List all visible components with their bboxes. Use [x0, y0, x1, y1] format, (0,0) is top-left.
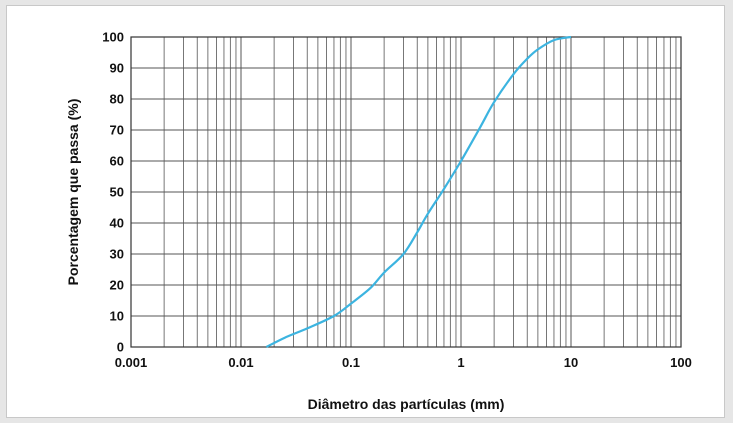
plot-frame: [130, 36, 682, 348]
x-tick-label: 100: [670, 355, 692, 370]
y-tick-label: 20: [110, 278, 124, 293]
chart-figure: 0 10 20 30 40 50 60 70 80 90 100 0.001 0.01 0.1 1 10 100…: [6, 5, 725, 418]
x-tick-label: 0.01: [228, 355, 253, 370]
grain-size-chart: 0 10 20 30 40 50 60 70 80 90 100 0.001 0.01 0.1 1 10 100…: [65, 30, 692, 413]
y-tick-label: 60: [110, 154, 124, 169]
y-tick-label: 80: [110, 92, 124, 107]
y-tick-label: 40: [110, 216, 124, 231]
y-tick-label: 90: [110, 61, 124, 76]
grain-size-curve: [265, 35, 572, 348]
x-tick-label: 0.1: [342, 355, 360, 370]
x-tick-label: 0.001: [115, 355, 148, 370]
y-tick-label: 50: [110, 185, 124, 200]
x-tick-label: 1: [457, 355, 464, 370]
y-axis-title: Porcentagem que passa (%): [65, 99, 81, 286]
x-axis-title: Diâmetro das partículas (mm): [308, 396, 505, 412]
y-tick-label: 10: [110, 309, 124, 324]
y-tick-label: 30: [110, 247, 124, 262]
y-tick-label: 70: [110, 123, 124, 138]
x-tick-label: 10: [564, 355, 578, 370]
y-tick-label: 100: [102, 30, 124, 45]
y-tick-label: 0: [117, 340, 124, 355]
